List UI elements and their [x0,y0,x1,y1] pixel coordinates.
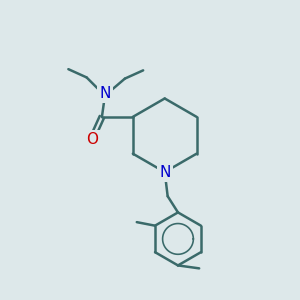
Text: N: N [159,165,170,180]
Text: O: O [86,132,98,147]
Text: N: N [99,86,111,101]
